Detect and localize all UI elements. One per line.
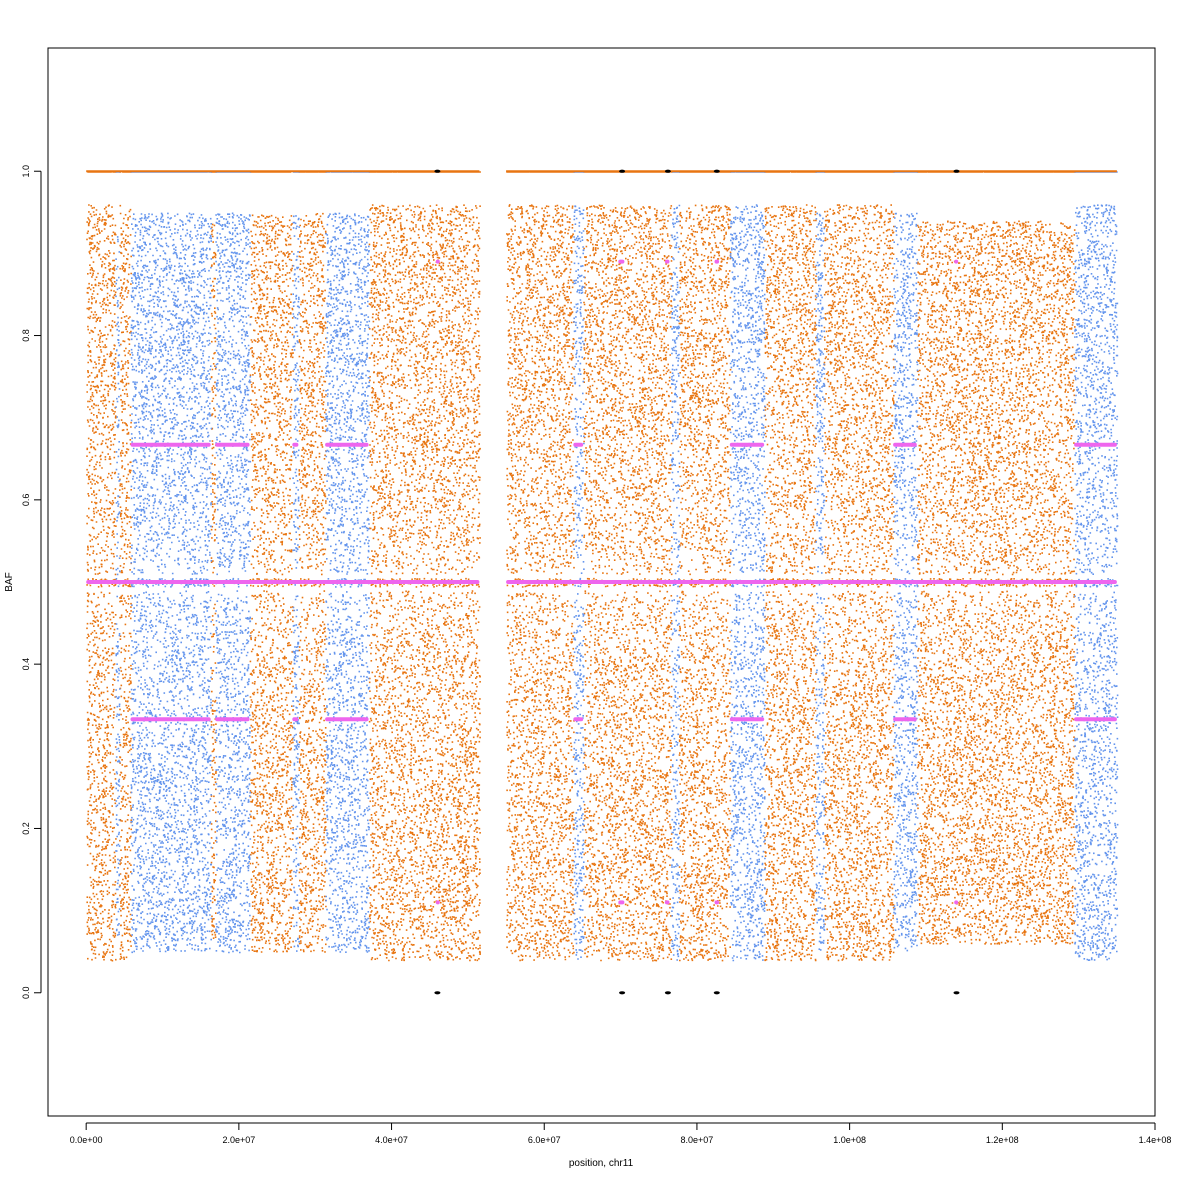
magenta-level-0-0 xyxy=(86,580,480,584)
magenta-level-2-0 xyxy=(130,717,211,722)
magenta-level-3-0 xyxy=(435,259,440,264)
magenta-level-1-1 xyxy=(215,442,250,447)
x-tick-label: 2.0e+07 xyxy=(222,1135,255,1145)
magenta-level-4-0 xyxy=(435,900,440,905)
magenta-level-3-1 xyxy=(618,259,625,264)
y-tick-label: 0.4 xyxy=(21,658,31,671)
magenta-level-2-4 xyxy=(573,717,584,722)
magenta-level-3-4 xyxy=(954,259,959,264)
y-tick-label: 0.6 xyxy=(21,494,31,507)
x-axis-title: position, chr11 xyxy=(569,1158,634,1169)
x-tick-label: 6.0e+07 xyxy=(528,1135,561,1145)
magenta-level-1-7 xyxy=(1074,442,1117,447)
y-tick-label: 0.0 xyxy=(21,987,31,1000)
x-tick-label: 1.2e+08 xyxy=(986,1135,1019,1145)
magenta-level-2-2 xyxy=(292,717,299,722)
y-tick-label: 0.2 xyxy=(21,822,31,835)
magenta-level-4-4 xyxy=(954,900,959,905)
magenta-level-1-0 xyxy=(130,442,211,447)
magenta-level-2-6 xyxy=(893,717,917,722)
black-point-0 xyxy=(434,169,441,173)
black-point-5 xyxy=(434,991,441,995)
magenta-level-1-4 xyxy=(573,442,584,447)
x-tick-label: 0.0e+00 xyxy=(70,1135,103,1145)
y-tick-label: 0.8 xyxy=(21,329,31,342)
magenta-level-1-3 xyxy=(325,442,369,447)
black-point-1 xyxy=(619,169,626,173)
magenta-level-3-3 xyxy=(714,259,720,264)
plot-frame xyxy=(47,47,1156,1117)
black-point-6 xyxy=(619,991,626,995)
black-point-2 xyxy=(664,169,671,173)
magenta-level-2-7 xyxy=(1074,717,1117,722)
magenta-level-3-2 xyxy=(664,259,670,264)
homozygous-band-0 xyxy=(86,170,480,173)
magenta-level-4-2 xyxy=(664,900,670,905)
magenta-level-4-3 xyxy=(714,900,720,905)
black-point-7 xyxy=(664,991,671,995)
black-point-4 xyxy=(953,169,960,173)
black-point-9 xyxy=(953,991,960,995)
magenta-level-1-5 xyxy=(729,442,765,447)
y-axis: 0.0 0.2 0.4 0.6 0.8 1.0 xyxy=(21,165,42,1000)
x-axis: 0.0e+00 2.0e+07 4.0e+07 6.0e+07 8.0e+07 1.0e+… xyxy=(70,1122,1172,1145)
x-tick-label: 4.0e+07 xyxy=(375,1135,408,1145)
x-tick-label: 1.4e+08 xyxy=(1139,1135,1172,1145)
data-points-layer xyxy=(86,170,1119,962)
black-point-8 xyxy=(713,991,720,995)
magenta-level-0-1 xyxy=(506,580,1117,584)
magenta-level-2-5 xyxy=(729,717,765,722)
overlay-points-layer xyxy=(86,169,1117,995)
magenta-level-2-1 xyxy=(215,717,250,722)
magenta-level-1-2 xyxy=(292,442,299,447)
x-tick-label: 8.0e+07 xyxy=(681,1135,714,1145)
x-tick-label: 1.0e+08 xyxy=(833,1135,866,1145)
y-tick-label: 1.0 xyxy=(21,165,31,178)
magenta-level-2-3 xyxy=(325,717,369,722)
magenta-level-4-1 xyxy=(618,900,625,905)
black-point-3 xyxy=(713,169,720,173)
y-axis-title: BAF xyxy=(4,572,15,591)
magenta-level-1-6 xyxy=(893,442,917,447)
homozygous-band-1 xyxy=(506,170,1117,173)
scatter-series-orange xyxy=(86,171,1076,962)
